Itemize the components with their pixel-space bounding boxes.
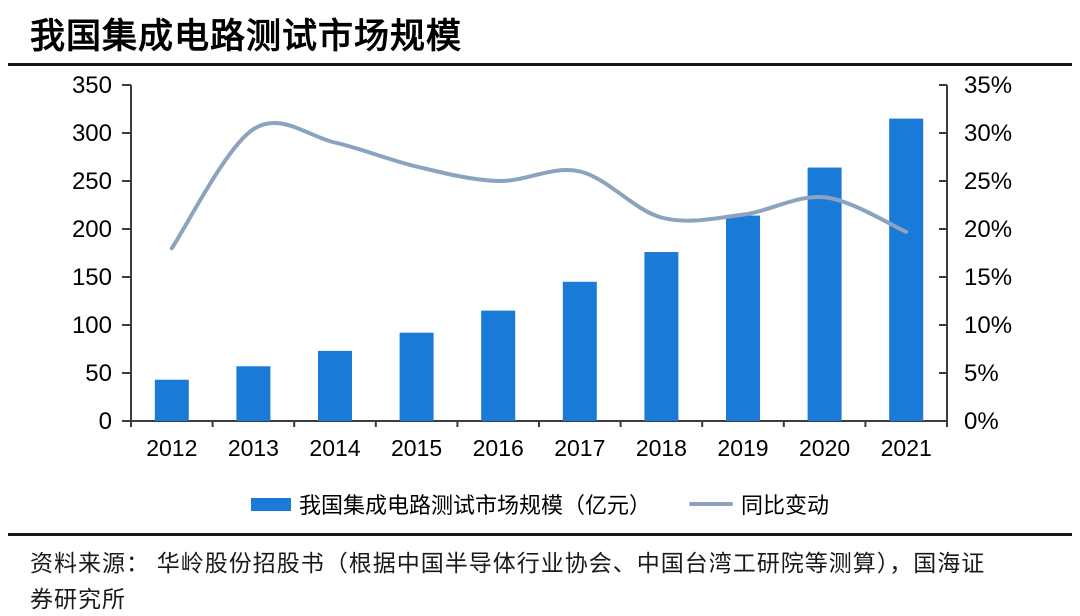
legend-bar-label: 我国集成电路测试市场规模（亿元） [298,493,651,518]
legend-item-yoy: 同比变动 [689,488,829,520]
source-note: 资料来源： 华岭股份招股书（根据中国半导体行业协会、中国台湾工研院等测算），国海… [30,546,1060,616]
x-axis-label-2018: 2018 [636,435,687,461]
right-axis-tick-label: 10% [964,312,1012,339]
source-note-line2: 券研究所 [30,587,126,612]
x-axis-label-2020: 2020 [799,435,850,461]
left-axis-tick-label: 300 [72,120,112,147]
left-axis-tick-label: 150 [72,264,112,291]
right-axis-tick-label: 5% [964,360,999,387]
bar-2014 [318,350,352,421]
x-axis-label-2016: 2016 [473,435,524,461]
bar-2020 [807,167,842,421]
right-axis-tick-label: 15% [964,264,1012,291]
bar-2019 [726,215,760,421]
bar-2021 [889,118,924,421]
bar-2018 [644,252,679,421]
left-axis-tick-label: 350 [72,72,112,99]
bar-series [154,118,924,421]
bar-series-swatch-icon [250,497,291,511]
right-axis-tick-label: 20% [964,216,1012,243]
bar-2013 [236,366,271,421]
x-axis-label-2015: 2015 [391,435,442,461]
legend-line-label: 同比变动 [741,493,830,518]
left-axis-tick-label: 100 [72,312,112,339]
left-axis-tick-label: 0 [99,408,112,435]
right-axis-tick-label: 0% [964,408,999,435]
left-axis-tick-label: 200 [72,216,112,243]
source-note-line1: 资料来源： 华岭股份招股书（根据中国半导体行业协会、中国台湾工研院等测算），国海… [30,551,986,576]
bar-2017 [562,281,597,421]
x-axis-label-2017: 2017 [554,435,605,461]
x-axis-ticks [130,421,948,427]
right-axis-tick-label: 25% [964,168,1012,195]
right-axis-tick-label: 35% [964,72,1012,99]
left-axis-tick-label: 50 [85,360,112,387]
left-axis-tick-label: 250 [72,168,112,195]
title-divider [8,63,1072,66]
line-series-swatch-icon [689,502,733,506]
bar-2012 [154,379,189,421]
x-axis-labels: 2012 2013 2014 2015 2016 2017 2018 2019 2020 2021 [146,435,932,461]
x-axis-label-2021: 2021 [881,435,932,461]
left-axis-ticks: 0 50 100 150 200 250 300 350 [72,72,131,435]
legend-item-market-size: 我国集成电路测试市场规模（亿元） [250,488,651,520]
yoy-line [169,121,909,251]
x-axis-label-2014: 2014 [309,435,360,461]
bar-2015 [399,332,434,421]
chart-legend: 我国集成电路测试市场规模（亿元） 同比变动 [0,489,1080,519]
bar-2016 [481,310,516,421]
chart-title: 我国集成电路测试市场规模 [30,17,463,56]
right-axis-tick-label: 30% [964,120,1012,147]
x-axis-label-2012: 2012 [146,435,197,461]
x-axis-label-2019: 2019 [717,435,768,461]
right-axis-ticks: 0% 5% 10% 15% 20% 25% 30% 35% [939,72,1012,435]
source-divider [8,533,1072,536]
x-axis-label-2013: 2013 [228,435,279,461]
